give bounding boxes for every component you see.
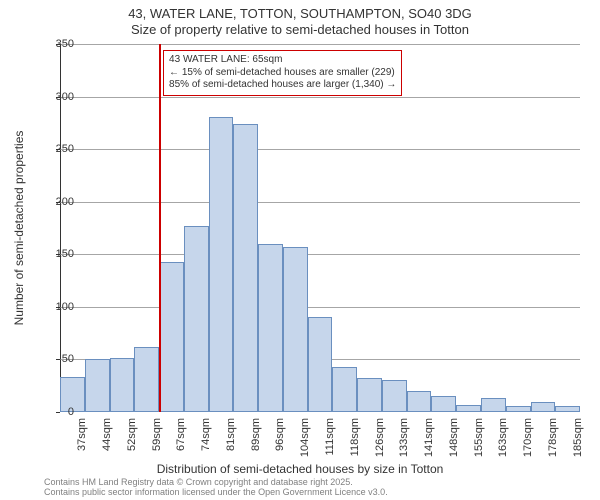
histogram-bar — [258, 244, 283, 412]
x-tick-label: 133sqm — [398, 418, 410, 457]
x-tick-label: 37sqm — [76, 418, 88, 451]
histogram-bar — [506, 406, 531, 412]
chart-title-line1: 43, WATER LANE, TOTTON, SOUTHAMPTON, SO4… — [0, 6, 600, 21]
histogram-bar — [85, 359, 110, 412]
x-tick-label: 163sqm — [497, 418, 509, 457]
annotation-line-2: ← 15% of semi-detached houses are smalle… — [169, 67, 396, 80]
bars-group — [60, 44, 580, 412]
x-tick-label: 118sqm — [349, 418, 361, 456]
y-tick-label: 150 — [44, 248, 74, 260]
histogram-bar — [456, 405, 481, 412]
histogram-bar — [555, 406, 580, 412]
chart-title-line2: Size of property relative to semi-detach… — [0, 22, 600, 37]
x-tick-label: 52sqm — [126, 418, 138, 451]
x-tick-label: 148sqm — [448, 418, 460, 457]
x-tick-label: 81sqm — [225, 418, 237, 451]
y-tick-label: 250 — [44, 143, 74, 155]
footer-line-2: Contains public sector information licen… — [44, 488, 388, 498]
y-tick-label: 0 — [44, 406, 74, 418]
x-tick-label: 67sqm — [175, 418, 187, 451]
footer-attribution: Contains HM Land Registry data © Crown c… — [44, 478, 388, 498]
histogram-chart: 43, WATER LANE, TOTTON, SOUTHAMPTON, SO4… — [0, 0, 600, 500]
y-tick-label: 50 — [44, 353, 74, 365]
annotation-line-1: 43 WATER LANE: 65sqm — [169, 54, 396, 67]
histogram-bar — [184, 226, 209, 412]
histogram-bar — [209, 117, 234, 412]
histogram-bar — [481, 398, 506, 412]
histogram-bar — [407, 391, 432, 412]
x-tick-label: 170sqm — [522, 418, 534, 457]
x-tick-label: 74sqm — [200, 418, 212, 451]
histogram-bar — [134, 347, 159, 412]
annotation-line-3: 85% of semi-detached houses are larger (… — [169, 79, 396, 92]
x-tick-label: 155sqm — [473, 418, 485, 457]
y-tick-label: 100 — [44, 301, 74, 313]
histogram-bar — [283, 247, 308, 412]
x-tick-label: 44sqm — [101, 418, 113, 451]
reference-line — [159, 44, 161, 412]
x-tick-label: 89sqm — [250, 418, 262, 451]
histogram-bar — [431, 396, 456, 412]
histogram-bar — [332, 367, 357, 412]
y-tick-label: 300 — [44, 91, 74, 103]
x-tick-label: 59sqm — [151, 418, 163, 451]
x-tick-label: 111sqm — [324, 418, 336, 456]
x-tick-label: 96sqm — [274, 418, 286, 451]
x-tick-label: 185sqm — [572, 418, 584, 457]
y-axis-label: Number of semi-detached properties — [12, 131, 26, 326]
histogram-bar — [382, 380, 407, 412]
histogram-bar — [159, 262, 184, 412]
x-axis-label: Distribution of semi-detached houses by … — [0, 462, 600, 476]
y-tick-label: 200 — [44, 196, 74, 208]
histogram-bar — [531, 402, 556, 413]
y-tick-label: 350 — [44, 38, 74, 50]
x-tick-label: 141sqm — [423, 418, 435, 457]
x-tick-label: 178sqm — [547, 418, 559, 457]
histogram-bar — [233, 124, 258, 412]
annotation-box: 43 WATER LANE: 65sqm ← 15% of semi-detac… — [163, 50, 402, 96]
plot-area: 43 WATER LANE: 65sqm ← 15% of semi-detac… — [60, 44, 580, 412]
x-tick-label: 126sqm — [374, 418, 386, 457]
x-tick-label: 104sqm — [299, 418, 311, 457]
histogram-bar — [357, 378, 382, 412]
histogram-bar — [110, 358, 135, 412]
histogram-bar — [308, 317, 333, 412]
